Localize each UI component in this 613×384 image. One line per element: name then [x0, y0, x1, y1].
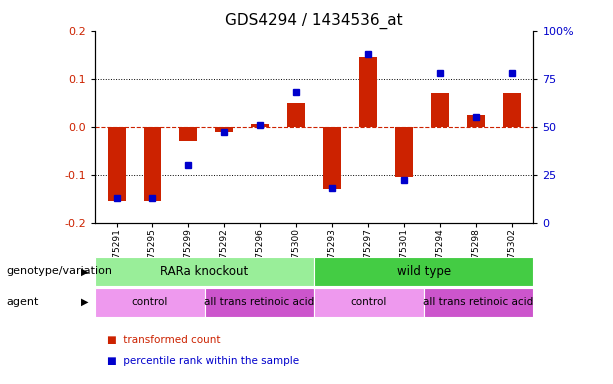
Text: ■  transformed count: ■ transformed count	[107, 335, 221, 345]
Bar	[180, 127, 197, 141]
Text: wild type: wild type	[397, 265, 451, 278]
Text: control: control	[132, 297, 168, 308]
Text: ▶: ▶	[81, 297, 88, 307]
Bar	[359, 57, 377, 127]
Bar	[205, 288, 314, 317]
Title: GDS4294 / 1434536_at: GDS4294 / 1434536_at	[226, 13, 403, 29]
Bar	[251, 124, 269, 127]
Bar	[215, 127, 234, 132]
Text: all trans retinoic acid: all trans retinoic acid	[204, 297, 314, 308]
Bar	[314, 257, 533, 286]
Text: control: control	[351, 297, 387, 308]
Bar	[424, 288, 533, 317]
Bar	[395, 127, 413, 177]
Text: agent: agent	[6, 297, 39, 307]
Text: ■  percentile rank within the sample: ■ percentile rank within the sample	[107, 356, 299, 366]
Bar	[467, 115, 485, 127]
Text: ▶: ▶	[81, 266, 88, 276]
Bar	[431, 93, 449, 127]
Text: genotype/variation: genotype/variation	[6, 266, 112, 276]
Text: all trans retinoic acid: all trans retinoic acid	[424, 297, 534, 308]
Bar	[503, 93, 520, 127]
Bar	[108, 127, 126, 201]
Bar	[95, 288, 205, 317]
Bar	[95, 257, 314, 286]
Text: RARa knockout: RARa knockout	[161, 265, 249, 278]
Bar	[143, 127, 161, 201]
Bar	[287, 103, 305, 127]
Bar	[323, 127, 341, 189]
Bar	[314, 288, 424, 317]
